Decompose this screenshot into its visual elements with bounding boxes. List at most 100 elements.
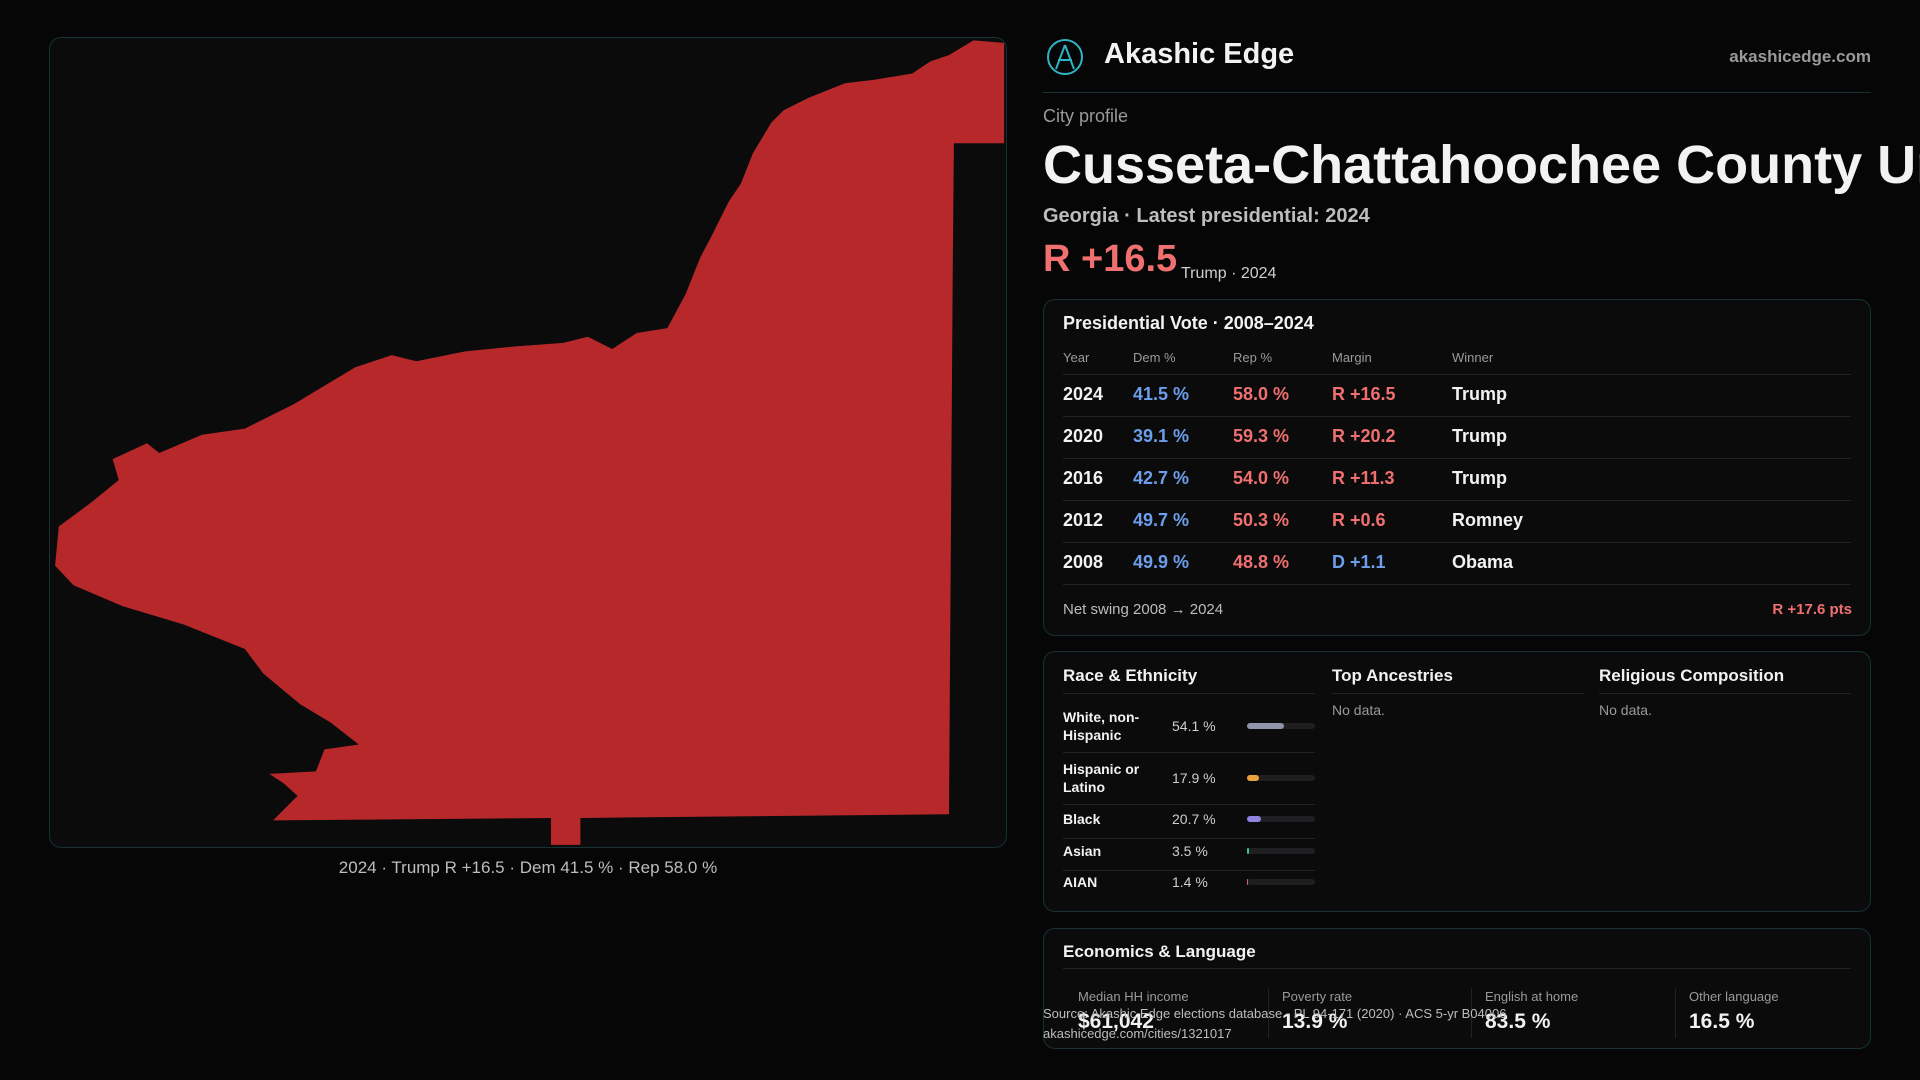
swing-label: Net swing 2008 → 2024 <box>1063 601 1224 618</box>
stat-label: Poverty rate <box>1282 989 1353 1004</box>
stat-label: Median HH income <box>1078 989 1189 1004</box>
race-value: 17.9 % <box>1172 770 1216 786</box>
race-value: 1.4 % <box>1172 874 1208 890</box>
table-cell: R +20.2 <box>1332 426 1396 446</box>
race-label: AIAN <box>1063 874 1098 890</box>
rule <box>1063 838 1315 839</box>
table-cell: 50.3 % <box>1233 510 1290 530</box>
race-bar <box>1247 723 1284 729</box>
divider <box>1471 988 1472 1038</box>
rule <box>1063 804 1315 805</box>
rule <box>1063 542 1851 543</box>
table-cell: 2012 <box>1063 510 1104 530</box>
table-cell: 2024 <box>1063 384 1104 404</box>
race-bar <box>1247 879 1248 885</box>
site-url: akashicedge.com <box>1729 47 1871 66</box>
ancestry-title: Top Ancestries <box>1332 666 1453 685</box>
swing-value: R +17.6 pts <box>1772 601 1852 618</box>
table-cell: R +11.3 <box>1332 468 1395 488</box>
brand-logo <box>1047 39 1083 75</box>
race-title: Race & Ethnicity <box>1063 666 1198 685</box>
race-bar <box>1247 775 1260 781</box>
county-shape <box>55 40 1005 845</box>
rule <box>1599 693 1851 694</box>
stat-value: 83.5 % <box>1485 1010 1551 1033</box>
column-header: Rep % <box>1233 350 1273 365</box>
table-cell: 49.9 % <box>1133 552 1190 572</box>
header-rule <box>1043 92 1871 93</box>
race-label: Asian <box>1063 843 1102 859</box>
bar-track <box>1247 816 1315 822</box>
rule <box>1063 584 1851 585</box>
latest-margin: R +16.5 <box>1043 238 1178 280</box>
table-cell: 2020 <box>1063 426 1104 446</box>
table-cell: 59.3 % <box>1233 426 1290 446</box>
rule <box>1063 752 1315 753</box>
profile-subtitle: Georgia · Latest presidential: 2024 <box>1043 205 1370 227</box>
table-cell: 54.0 % <box>1233 468 1290 488</box>
table-cell: 2016 <box>1063 468 1104 488</box>
table-cell: Trump <box>1452 426 1508 446</box>
table-cell: 49.7 % <box>1133 510 1190 530</box>
table-cell: 42.7 % <box>1133 468 1190 488</box>
race-value: 54.1 % <box>1172 718 1216 734</box>
demographics-card <box>1043 651 1871 912</box>
profile-url: akashicedge.com/cities/1321017 <box>1043 1026 1232 1041</box>
religion-title: Religious Composition <box>1599 666 1785 685</box>
rule <box>1332 693 1584 694</box>
divider <box>1675 988 1676 1038</box>
rule <box>1063 968 1851 969</box>
margin-note: Trump · 2024 <box>1181 265 1277 282</box>
kicker: City profile <box>1043 106 1129 126</box>
profile-title: Cusseta-Chattahoochee County Un <box>1043 135 1920 195</box>
stat-label: Other language <box>1689 989 1779 1004</box>
stat-value: 13.9 % <box>1282 1010 1348 1033</box>
table-cell: 58.0 % <box>1233 384 1290 404</box>
map-caption: 2024 · Trump R +16.5 · Dem 41.5 % · Rep … <box>338 858 718 877</box>
rule <box>1063 870 1315 871</box>
ancestry-note: No data. <box>1332 702 1385 718</box>
economics-title: Economics & Language <box>1063 942 1256 961</box>
table-cell: 41.5 % <box>1133 384 1190 404</box>
vote-card <box>1043 299 1871 636</box>
vote-title: Presidential Vote · 2008–2024 <box>1063 313 1314 333</box>
race-label: White, non-Hispanic <box>1063 709 1140 743</box>
rule <box>1063 458 1851 459</box>
table-cell: R +0.6 <box>1332 510 1386 530</box>
table-cell: R +16.5 <box>1332 384 1396 404</box>
stat-label: English at home <box>1485 989 1579 1004</box>
table-cell: Trump <box>1452 384 1508 404</box>
bar-track <box>1247 848 1315 854</box>
brand-name: Akashic Edge <box>1104 38 1295 70</box>
bar-track <box>1247 775 1315 781</box>
table-cell: Obama <box>1452 552 1514 572</box>
divider <box>1268 988 1269 1038</box>
rule <box>1063 693 1315 694</box>
column-header: Dem % <box>1133 350 1176 365</box>
race-bar <box>1247 816 1262 822</box>
economics-card <box>1043 928 1871 1049</box>
race-label: Hispanic or Latino <box>1063 761 1140 795</box>
table-cell: D +1.1 <box>1332 552 1386 572</box>
table-cell: 39.1 % <box>1133 426 1190 446</box>
rule <box>1063 416 1851 417</box>
table-cell: 2008 <box>1063 552 1104 572</box>
rule <box>1063 500 1851 501</box>
stat-value: 16.5 % <box>1689 1010 1755 1033</box>
table-cell: Trump <box>1452 468 1508 488</box>
race-value: 20.7 % <box>1172 811 1216 827</box>
rule <box>1063 374 1851 375</box>
race-value: 3.5 % <box>1172 843 1208 859</box>
table-cell: Romney <box>1452 510 1524 530</box>
source-note: Source: Akashic Edge elections database … <box>1043 1006 1507 1021</box>
religion-note: No data. <box>1599 702 1652 718</box>
stat-value: $61,042 <box>1078 1010 1154 1033</box>
race-label: Black <box>1063 811 1101 827</box>
race-bar <box>1247 848 1250 854</box>
column-header: Winner <box>1452 350 1494 365</box>
table-cell: 48.8 % <box>1233 552 1290 572</box>
bar-track <box>1247 879 1315 885</box>
column-header: Margin <box>1332 350 1372 365</box>
